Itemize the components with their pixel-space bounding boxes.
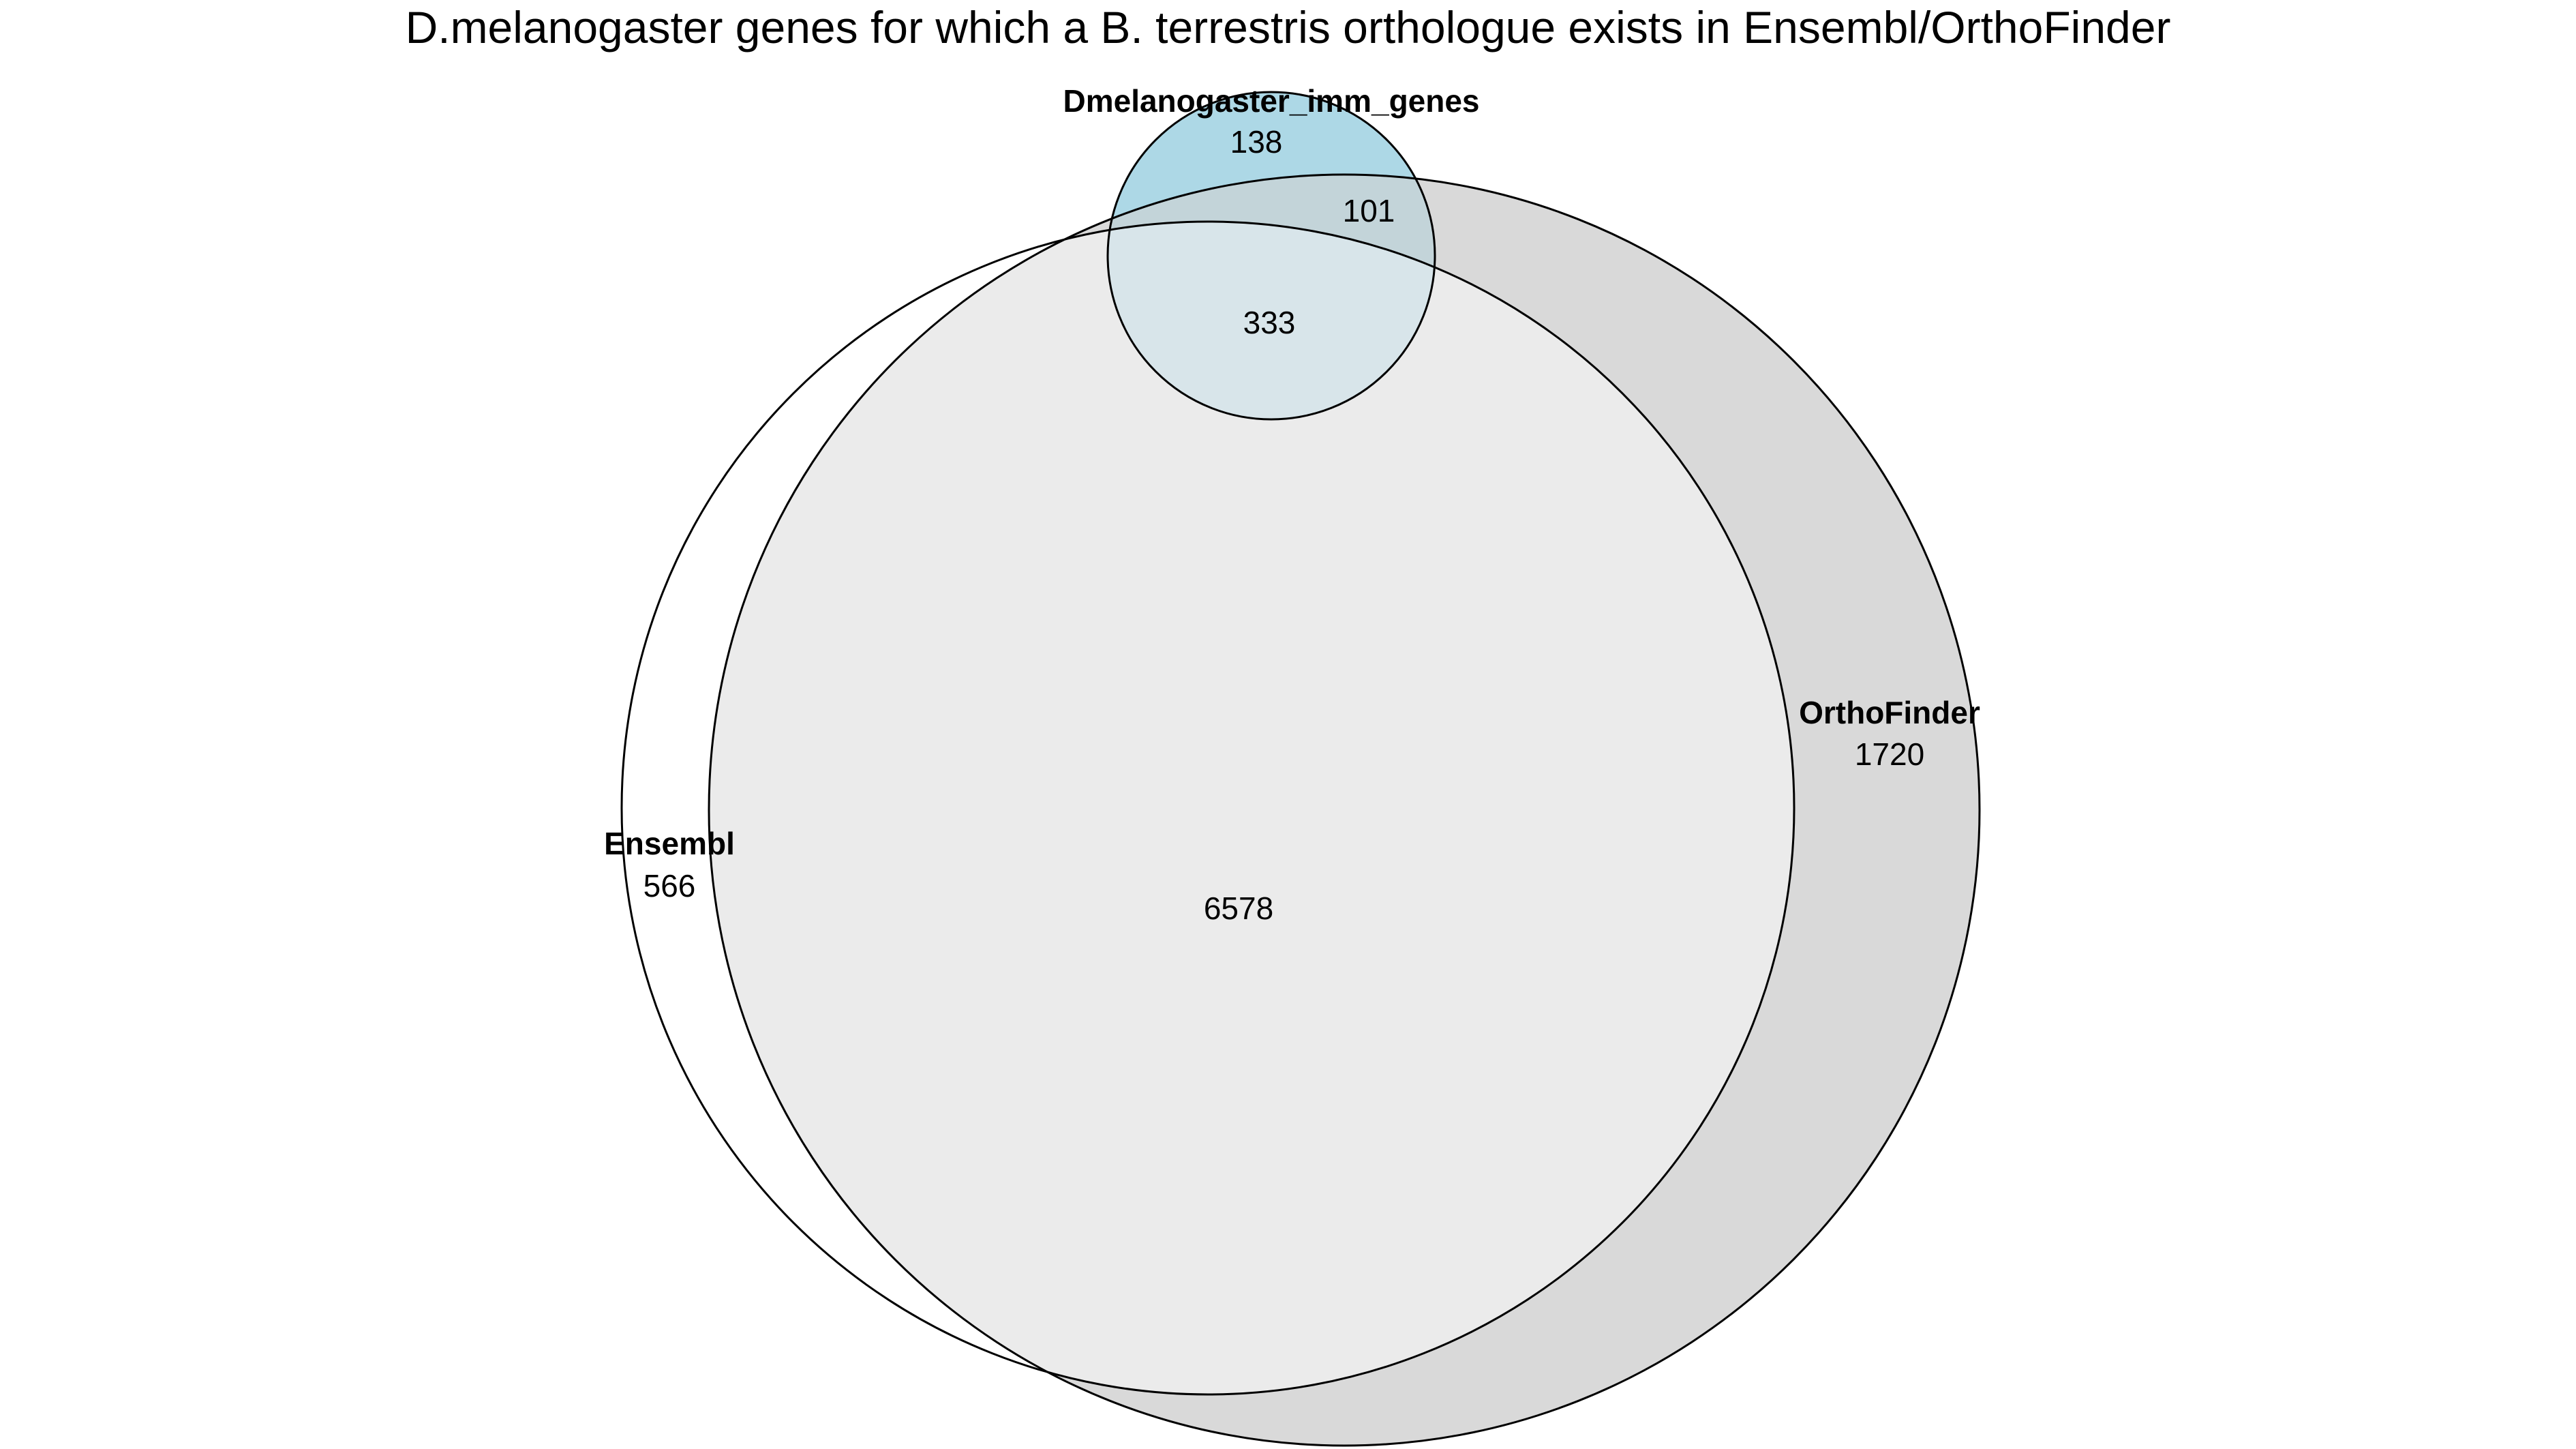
diagram-title: D.melanogaster genes for which a B. terr… (405, 2, 2171, 53)
orthofinder-circle-outline (708, 173, 1981, 1447)
orthofinder-set-label: OrthoFinder (1799, 695, 1980, 730)
imm-only-count: 138 (1230, 124, 1283, 160)
imm-genes-circle-outline (1106, 91, 1436, 421)
all-three-overlap (1108, 222, 1435, 419)
ensembl-set-label: Ensembl (604, 826, 735, 861)
ensembl-orthofinder-count: 6578 (1204, 891, 1273, 926)
ensembl-only-count: 566 (643, 868, 696, 903)
ensembl-orthofinder-overlap (709, 222, 1794, 1394)
imm-genes-set-label: Dmelanogaster_imm_genes (1063, 83, 1479, 119)
imm-ensembl-orthofinder-count: 333 (1243, 305, 1296, 340)
orthofinder-only-count: 1720 (1855, 736, 1924, 772)
ensembl-circle-outline (620, 220, 1795, 1396)
imm-orthofinder-count: 101 (1343, 193, 1395, 228)
